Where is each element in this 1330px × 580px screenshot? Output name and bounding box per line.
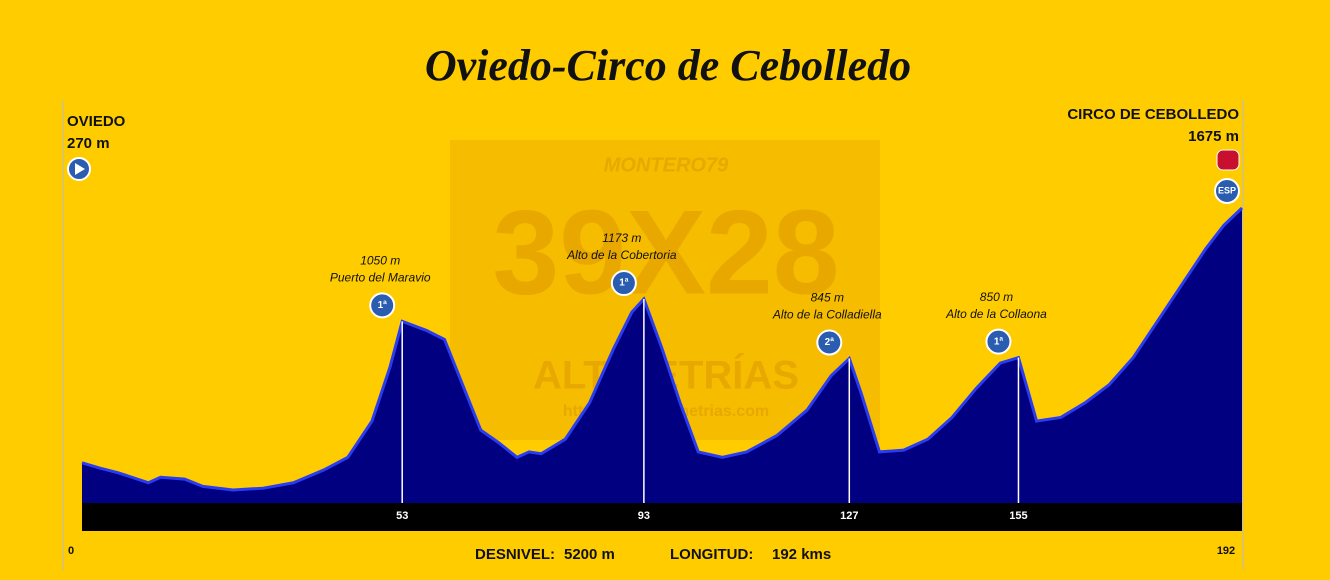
stat-value: 192 kms <box>772 546 831 563</box>
watermark-text: MONTERO79 <box>604 154 729 176</box>
climb-name: Alto de la Cobertoria <box>566 248 677 262</box>
x-tick-label: 0 <box>68 545 74 557</box>
climb-category: 1ª <box>378 300 388 311</box>
start-name: OVIEDO <box>67 113 126 130</box>
climb-elevation: 1173 m <box>602 231 641 245</box>
climb-category: 1ª <box>994 336 1004 347</box>
climb-elevation: 845 m <box>811 291 844 305</box>
finish-name: CIRCO DE CEBOLLEDO <box>1067 106 1239 123</box>
climb-badge <box>610 270 637 297</box>
finish-elevation: 1675 m <box>1188 128 1239 145</box>
climb-badge <box>369 292 396 319</box>
climb-name: Alto de la Colladiella <box>772 308 882 322</box>
x-tick-label: 192 <box>1217 545 1235 557</box>
x-tick-label: 93 <box>638 510 650 522</box>
climb-category: 1ª <box>619 278 629 289</box>
x-tick-label: 127 <box>840 510 858 522</box>
x-tick-label: 53 <box>396 510 408 522</box>
climb-elevation: 1050 m <box>360 254 400 268</box>
chart-title: Oviedo-Circo de Cebolledo <box>425 41 911 90</box>
climb-badge <box>816 329 843 356</box>
climb-name: Alto de la Collaona <box>945 307 1047 321</box>
climb-elevation: 850 m <box>980 290 1013 304</box>
stat-value: 5200 m <box>564 546 615 563</box>
start-elevation: 270 m <box>67 135 110 152</box>
stat-label: LONGITUD: <box>670 546 753 563</box>
climb-badge <box>985 328 1012 355</box>
watermark-text: 39X28 <box>493 186 840 320</box>
distance-bar <box>82 503 1242 531</box>
finish-category: ESP <box>1218 185 1236 195</box>
finish-flag <box>1216 149 1240 171</box>
climb-name: Puerto del Maravio <box>330 271 431 285</box>
x-tick-label: 155 <box>1009 510 1027 522</box>
climb-category: 2ª <box>825 337 835 348</box>
finish-badge <box>1214 178 1240 204</box>
start-icon-arrow <box>75 163 85 175</box>
stat-label: DESNIVEL: <box>475 546 555 563</box>
elevation-area <box>82 208 1242 503</box>
